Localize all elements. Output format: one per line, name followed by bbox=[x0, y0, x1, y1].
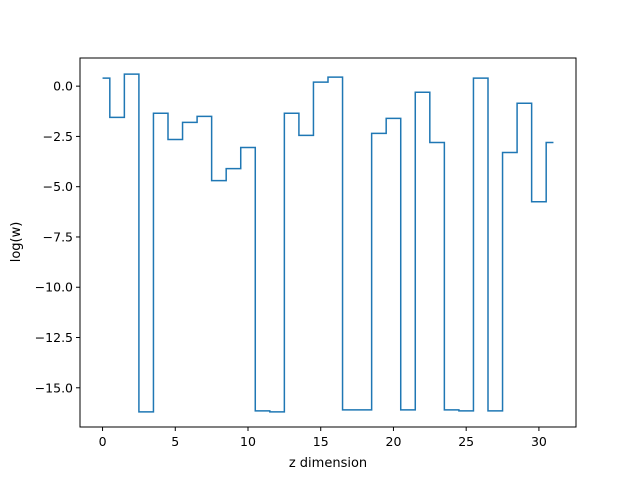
y-axis-label: log(w) bbox=[9, 222, 24, 263]
plot-frame bbox=[79, 57, 577, 428]
y-tick-label: −5.0 bbox=[43, 179, 73, 194]
x-tick-label: 15 bbox=[313, 434, 329, 449]
x-tick-label: 25 bbox=[458, 434, 474, 449]
series-line bbox=[102, 73, 554, 413]
x-tick-label: 30 bbox=[531, 434, 547, 449]
series-layer bbox=[102, 73, 554, 413]
y-tick-label: 0.0 bbox=[53, 79, 73, 94]
x-tick-label: 10 bbox=[240, 434, 256, 449]
y-tick-label: −10.0 bbox=[35, 280, 73, 295]
y-tick-label: −7.5 bbox=[43, 229, 73, 244]
y-tick-label: −12.5 bbox=[35, 330, 73, 345]
y-tick-label: −2.5 bbox=[43, 129, 73, 144]
x-axis-label: z dimension bbox=[289, 456, 367, 471]
x-tick-label: 20 bbox=[386, 434, 402, 449]
x-tick-label: 0 bbox=[99, 434, 107, 449]
y-tick-label: −15.0 bbox=[35, 380, 73, 395]
ticks-layer: 0 5 10 15 20 25 30 0.0 −2.5 −5.0 −7.5 −10.0 −12.5 −15… bbox=[35, 79, 547, 449]
x-tick-label: 5 bbox=[171, 434, 179, 449]
